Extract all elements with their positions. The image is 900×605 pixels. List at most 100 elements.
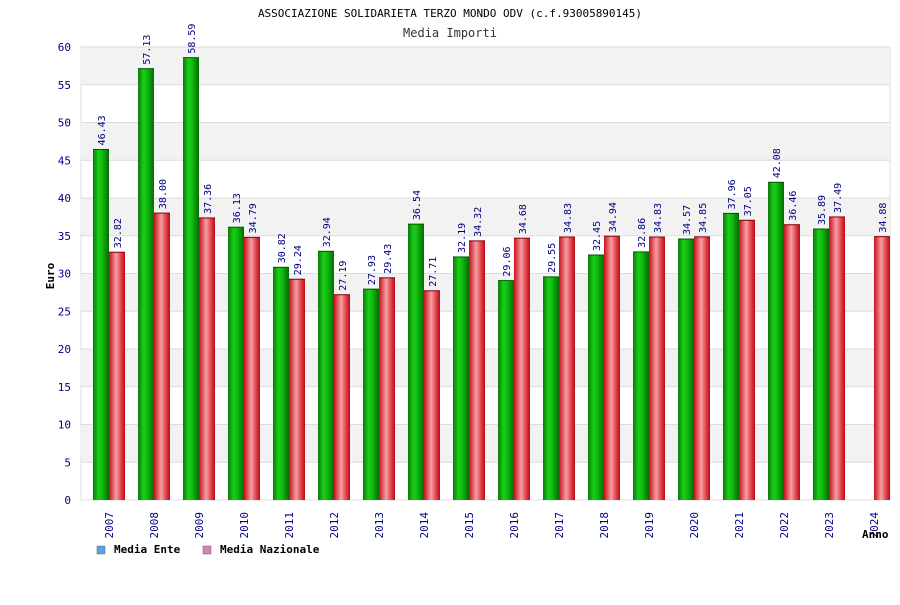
data-label: 42.08 [772, 148, 783, 178]
data-label: 37.36 [203, 184, 214, 214]
bar-media-nazionale-2019 [649, 237, 665, 500]
data-label: 38.00 [158, 179, 169, 209]
data-label: 32.82 [113, 218, 124, 248]
bar-media-nazionale-2007 [109, 252, 125, 500]
x-tick-label: 2023 [823, 512, 836, 539]
chart-title: ASSOCIAZIONE SOLIDARIETA TERZO MONDO ODV… [258, 7, 642, 20]
bar-media-ente-2012 [318, 251, 334, 500]
data-label: 34.57 [682, 205, 693, 235]
data-label: 34.85 [698, 203, 709, 233]
grid-band [81, 349, 890, 387]
legend: Media Ente Media Nazionale [96, 543, 320, 556]
bar-media-nazionale-2017 [559, 237, 575, 500]
data-label: 35.89 [817, 195, 828, 225]
bar-media-ente-2009 [183, 57, 199, 500]
data-label: 32.45 [592, 221, 603, 251]
data-label: 36.13 [232, 193, 243, 223]
bar-media-ente-2016 [498, 280, 514, 500]
y-tick-label: 55 [58, 79, 71, 92]
bar-media-ente-2008 [138, 68, 154, 500]
data-label: 32.86 [637, 218, 648, 248]
data-label: 27.71 [428, 257, 439, 287]
bar-media-nazionale-2024 [874, 236, 890, 500]
x-tick-label: 2007 [103, 512, 116, 539]
bar-media-nazionale-2016 [514, 238, 530, 500]
bar-media-nazionale-2015 [469, 240, 485, 500]
data-label: 27.93 [367, 255, 378, 285]
y-tick-label: 10 [58, 419, 71, 432]
legend-label: Media Ente [114, 543, 181, 556]
data-label: 37.96 [727, 179, 738, 209]
data-label: 46.43 [97, 115, 108, 145]
data-label: 34.79 [248, 203, 259, 233]
x-tick-label: 2014 [418, 512, 431, 539]
grid-band [81, 273, 890, 312]
y-tick-label: 15 [58, 381, 71, 394]
data-label: 58.59 [187, 24, 198, 54]
bar-media-nazionale-2013 [379, 277, 395, 500]
y-tick-label: 45 [58, 154, 71, 167]
bar-media-ente-2020 [678, 238, 694, 500]
x-tick-label: 2021 [733, 512, 746, 539]
x-tick-label: 2016 [508, 512, 521, 539]
data-label: 36.46 [788, 191, 799, 221]
bar-media-ente-2011 [273, 267, 289, 500]
x-tick-label: 2022 [778, 512, 791, 539]
data-label: 34.83 [563, 203, 574, 233]
x-tick-label: 2011 [283, 512, 296, 539]
bar-media-ente-2021 [723, 213, 739, 501]
bar-media-ente-2019 [633, 251, 649, 500]
data-label: 37.49 [833, 183, 844, 213]
data-label: 29.55 [547, 243, 558, 273]
legend-label: Media Nazionale [220, 543, 320, 556]
data-label: 36.54 [412, 190, 423, 220]
chart-subtitle: Media Importi [403, 26, 497, 40]
grid-band [81, 198, 890, 236]
x-axis: 2007 2008 2009 2010 2011 2012 2013 2014 2015 2016… [103, 512, 881, 539]
bar-media-nazionale-2014 [424, 290, 440, 500]
y-tick-label: 20 [58, 343, 71, 356]
bar-media-ente-2022 [768, 182, 784, 500]
y-tick-label: 50 [58, 117, 71, 130]
x-tick-label: 2018 [598, 512, 611, 539]
y-axis: 0 5 10 15 20 25 30 35 40 45 50 55 60 [58, 41, 71, 507]
bar-media-ente-2013 [363, 289, 379, 500]
bar-media-nazionale-2010 [244, 237, 260, 500]
plot-background [80, 46, 891, 501]
bar-media-nazionale-2021 [739, 220, 755, 500]
data-label: 29.24 [293, 245, 304, 275]
grid-band [81, 122, 890, 161]
x-tick-label: 2008 [148, 512, 161, 539]
bar-media-nazionale-2023 [829, 216, 845, 500]
x-tick-label: 2010 [238, 512, 251, 539]
x-tick-label: 2020 [688, 512, 701, 539]
legend-swatch [96, 545, 106, 555]
bar-media-nazionale-2012 [334, 294, 350, 500]
bar-media-nazionale-2018 [604, 236, 620, 500]
x-tick-label: 2012 [328, 512, 341, 539]
x-tick-label: 2017 [553, 512, 566, 539]
bar-media-nazionale-2009 [199, 217, 215, 500]
bar-media-nazionale-2022 [784, 224, 800, 501]
grid-band [81, 424, 890, 463]
bar-media-nazionale-2020 [694, 236, 710, 500]
y-tick-label: 5 [64, 456, 71, 469]
data-label: 29.06 [502, 246, 513, 276]
data-label: 34.83 [653, 203, 664, 233]
data-label: 29.43 [383, 244, 394, 274]
bar-media-nazionale-2011 [289, 279, 305, 500]
y-tick-label: 35 [58, 230, 71, 243]
x-tick-label: 2013 [373, 512, 386, 539]
y-tick-label: 25 [58, 305, 71, 318]
bar-media-ente-2015 [453, 256, 469, 500]
data-label: 34.68 [518, 204, 529, 234]
bar-media-ente-2014 [408, 224, 424, 501]
legend-swatch [202, 545, 212, 555]
bar-media-ente-2017 [543, 276, 559, 500]
y-tick-label: 30 [58, 268, 71, 281]
data-label: 34.88 [878, 203, 889, 233]
data-label: 32.94 [322, 217, 333, 247]
x-tick-label: 2019 [643, 512, 656, 539]
